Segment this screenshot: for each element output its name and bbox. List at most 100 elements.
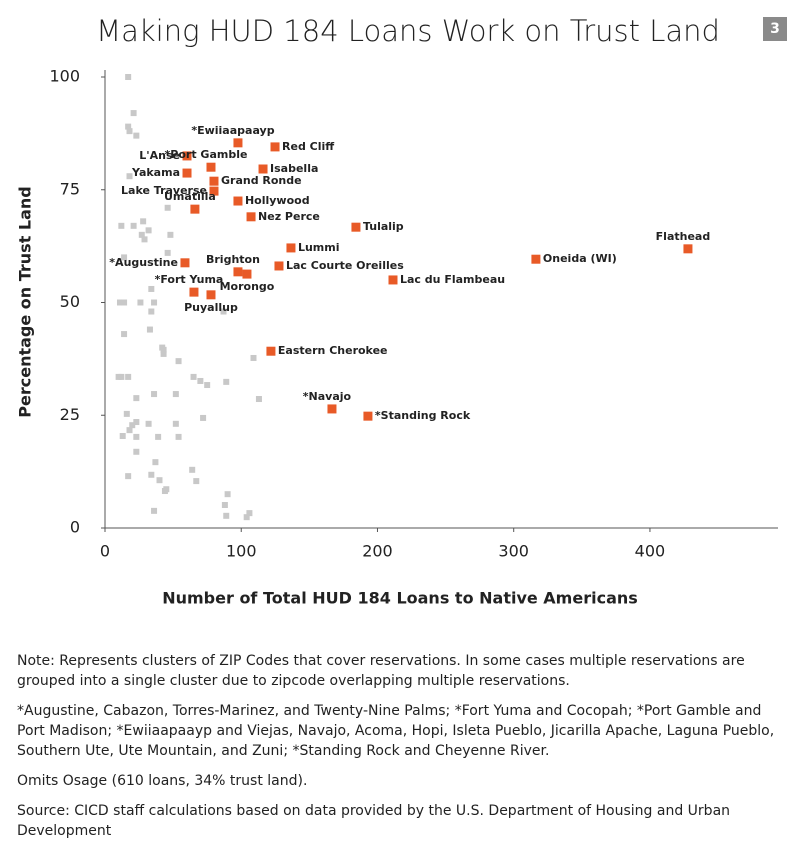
point <box>327 404 337 414</box>
point <box>133 448 140 455</box>
point-label: *Port Gamble <box>165 148 248 161</box>
point <box>388 275 398 285</box>
point <box>137 299 144 306</box>
point <box>200 414 207 421</box>
point <box>164 249 171 256</box>
point <box>224 491 231 498</box>
point <box>242 269 252 279</box>
x-tick-label: 200 <box>362 542 393 561</box>
x-tick-label: 100 <box>226 542 257 561</box>
point-label: Isabella <box>270 162 318 175</box>
point <box>125 74 132 80</box>
point <box>133 395 140 402</box>
point <box>161 488 168 495</box>
point <box>121 299 128 306</box>
point <box>126 128 133 135</box>
point <box>125 373 132 380</box>
point-label: Oneida (WI) <box>543 252 617 265</box>
point <box>160 350 167 357</box>
note: Note: Represents clusters of ZIP Codes t… <box>17 653 745 689</box>
point <box>152 459 159 466</box>
point <box>156 477 163 484</box>
point <box>151 391 158 398</box>
point <box>118 222 125 229</box>
note: *Augustine, Cabazon, Torres-Marinez, and… <box>17 703 775 759</box>
point <box>172 391 179 398</box>
point <box>233 196 243 206</box>
x-tick-label: 0 <box>100 542 110 561</box>
point <box>250 354 257 361</box>
point <box>220 308 227 315</box>
point <box>133 132 140 139</box>
point-label: Lummi <box>298 241 340 254</box>
note: Source: CICD staff calculations based on… <box>17 803 731 839</box>
point <box>190 373 197 380</box>
point-label: Grand Ronde <box>221 174 302 187</box>
point <box>151 507 158 514</box>
point <box>204 382 211 389</box>
page-number: 3 <box>763 17 787 41</box>
point <box>151 299 158 306</box>
point <box>129 422 136 429</box>
point <box>175 358 182 365</box>
point <box>246 212 256 222</box>
point <box>145 227 152 234</box>
point <box>175 433 182 440</box>
point <box>119 432 126 439</box>
point <box>146 326 153 333</box>
point <box>182 168 192 178</box>
point <box>121 331 128 338</box>
point <box>255 396 262 403</box>
point <box>189 466 196 473</box>
x-axis-title: Number of Total HUD 184 Loans to Native … <box>162 589 638 608</box>
point-label: Puyallup <box>184 301 238 314</box>
point <box>351 222 361 232</box>
point <box>164 204 171 211</box>
point <box>148 285 155 292</box>
point-label: *Augustine <box>109 256 178 269</box>
point <box>121 254 128 261</box>
point <box>286 243 296 253</box>
point-label: Lac Courte Oreilles <box>286 259 404 272</box>
point <box>126 427 133 434</box>
point <box>233 138 243 148</box>
point <box>123 410 130 417</box>
point <box>193 478 200 485</box>
point-label: Flathead <box>656 230 711 243</box>
point <box>190 204 200 214</box>
point <box>125 123 132 130</box>
point <box>531 254 541 264</box>
point <box>683 244 693 254</box>
point <box>223 378 230 385</box>
y-tick-label: 75 <box>60 179 80 198</box>
point-label: Yakama <box>131 166 180 179</box>
point-label: Hollywood <box>245 194 310 207</box>
y-tick-label: 50 <box>60 292 80 311</box>
y-tick-label: 0 <box>70 518 80 537</box>
point <box>125 473 132 480</box>
point <box>246 510 253 517</box>
point <box>145 420 152 427</box>
point <box>130 222 137 229</box>
x-tick-label: 400 <box>635 542 666 561</box>
point-label: Red Cliff <box>282 140 334 153</box>
x-tick-label: 300 <box>498 542 529 561</box>
point <box>148 471 155 478</box>
y-axis-title: Percentage on Trust Land <box>16 186 35 417</box>
point <box>155 433 162 440</box>
point-label: *Fort Yuma <box>155 273 224 286</box>
point-label: Eastern Cherokee <box>278 344 388 357</box>
point-label: Lake Traverse <box>121 184 207 197</box>
point-label: Tulalip <box>363 220 404 233</box>
point <box>274 261 284 271</box>
point <box>243 514 250 521</box>
y-tick-label: 100 <box>49 67 80 86</box>
point <box>133 433 140 440</box>
point <box>118 373 125 380</box>
point-label: L'Anse <box>139 149 180 162</box>
point <box>258 164 268 174</box>
point-label: Lac du Flambeau <box>400 273 505 286</box>
point-label: Morongo <box>220 280 275 293</box>
point <box>206 290 216 300</box>
